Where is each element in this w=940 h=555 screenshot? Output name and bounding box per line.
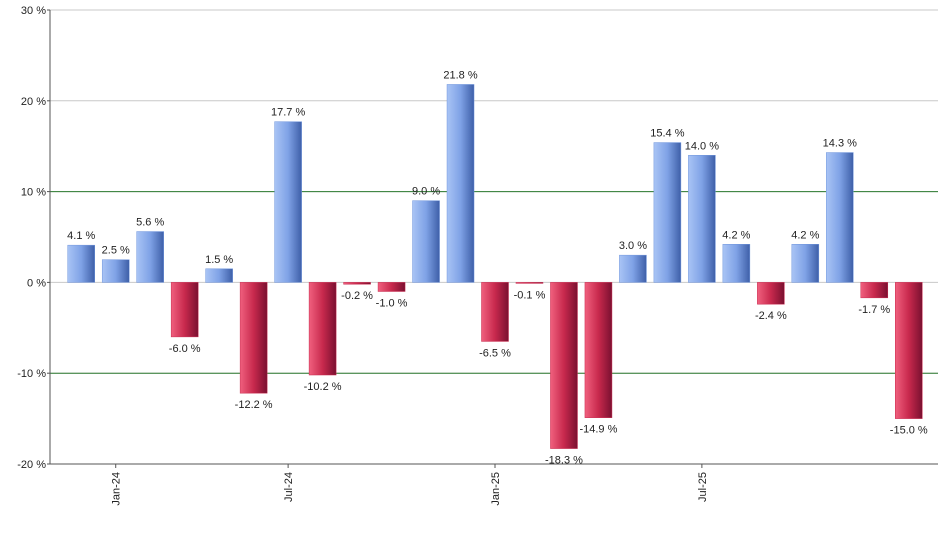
value-label: -10.2 % [304, 381, 342, 393]
value-label: 4.1 % [67, 230, 95, 242]
y-tick-label: 0 % [27, 277, 46, 289]
bar [550, 282, 578, 449]
value-label: -6.0 % [169, 343, 201, 355]
bar [67, 244, 95, 283]
bar [412, 200, 440, 283]
bar [274, 121, 302, 283]
bar [619, 254, 647, 283]
y-tick-label: 30 % [21, 5, 46, 17]
bar [791, 244, 820, 283]
bar [653, 142, 682, 283]
bar [757, 282, 785, 305]
value-label: -15.0 % [890, 425, 928, 437]
value-label: 4.2 % [791, 229, 819, 241]
y-tick-label: -10 % [17, 368, 46, 380]
bar [446, 84, 475, 283]
value-label: -18.3 % [545, 455, 583, 467]
value-label: -0.1 % [514, 289, 546, 301]
y-tick-label: 20 % [21, 96, 46, 108]
bar [136, 231, 164, 283]
bar [101, 259, 130, 283]
bar [170, 282, 199, 338]
bar [722, 244, 751, 283]
value-label: 17.7 % [271, 107, 305, 119]
bar [895, 282, 923, 419]
value-label: 14.0 % [685, 140, 719, 152]
value-label: 2.5 % [102, 245, 130, 257]
value-label: -0.2 % [341, 290, 373, 302]
x-tick-label: Jan-24 [111, 472, 123, 506]
value-label: 1.5 % [205, 254, 233, 266]
value-label: 3.0 % [619, 240, 647, 252]
x-tick-label: Jul-24 [283, 472, 295, 502]
bar [205, 268, 233, 283]
value-label: -14.9 % [579, 424, 617, 436]
bar [308, 282, 337, 376]
bar [688, 155, 716, 283]
x-tick-label: Jul-25 [697, 472, 709, 502]
bar [860, 282, 889, 299]
bar [584, 282, 613, 418]
value-label: -1.0 % [376, 297, 408, 309]
y-tick-label: -20 % [17, 459, 46, 471]
bar [377, 282, 406, 292]
value-label: -2.4 % [755, 310, 787, 322]
bar [343, 282, 371, 285]
bar [826, 152, 854, 283]
value-label: 5.6 % [136, 217, 164, 229]
value-label: 15.4 % [650, 128, 684, 140]
value-label: 9.0 % [412, 186, 440, 198]
bar [515, 282, 544, 284]
value-label: 21.8 % [443, 69, 477, 81]
value-label: -12.2 % [235, 399, 273, 411]
value-label: -6.5 % [479, 347, 511, 359]
value-label: 4.2 % [722, 229, 750, 241]
value-label: -1.7 % [858, 304, 890, 316]
y-tick-label: 10 % [21, 187, 46, 199]
bar [481, 282, 509, 342]
bar [239, 282, 268, 394]
value-label: 14.3 % [823, 138, 857, 150]
x-tick-label: Jan-25 [490, 472, 502, 506]
